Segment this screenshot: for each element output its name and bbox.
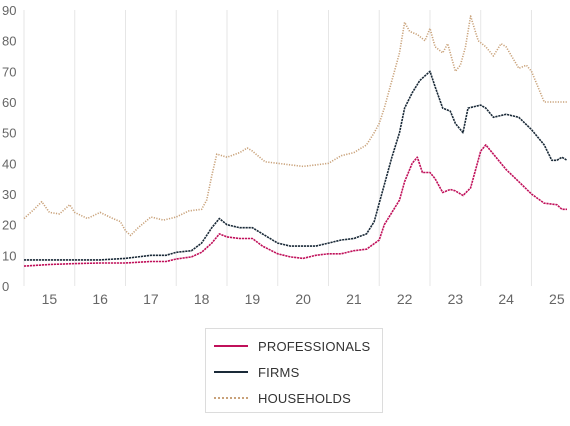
y-tick-label: 30 — [2, 187, 16, 202]
y-tick-label: 60 — [2, 95, 16, 110]
x-tick-label: 22 — [397, 291, 413, 307]
x-tick-label: 25 — [549, 291, 565, 307]
series-line-professionals — [23, 144, 567, 267]
y-tick-label: 20 — [2, 218, 16, 233]
x-tick-label: 16 — [92, 291, 108, 307]
axes: 15 16 17 18 19 20 21 22 23 24 25 0 10 20 30 40 50 60 70 80 9… — [2, 3, 565, 307]
x-tick-label: 19 — [245, 291, 261, 307]
x-tick-label: 24 — [498, 291, 514, 307]
chart-legend: PROFESSIONALS FIRMS HOUSEHOLDS — [205, 328, 383, 413]
series-line-households — [23, 15, 567, 237]
grid-lines — [23, 10, 532, 286]
series-lines — [23, 15, 568, 267]
y-tick-label: 40 — [2, 156, 16, 171]
legend-item-households[interactable]: HOUSEHOLDS — [214, 389, 351, 407]
legend-label-households: HOUSEHOLDS — [258, 390, 352, 406]
legend-swatch-professionals — [214, 345, 248, 347]
x-tick-label: 18 — [194, 291, 210, 307]
y-tick-label: 50 — [2, 126, 16, 141]
legend-label-firms: FIRMS — [258, 364, 300, 380]
y-tick-label: 90 — [2, 3, 16, 18]
legend-label-professionals: PROFESSIONALS — [258, 338, 371, 354]
x-tick-label: 17 — [143, 291, 159, 307]
legend-swatch-firms — [214, 371, 248, 373]
legend-item-firms[interactable]: FIRMS — [214, 363, 299, 381]
series-line-firms — [24, 70, 568, 261]
x-tick-label: 23 — [448, 291, 464, 307]
y-tick-label: 70 — [2, 64, 16, 79]
y-tick-label: 0 — [2, 279, 9, 294]
x-tick-label: 21 — [346, 291, 362, 307]
x-tick-label: 15 — [42, 291, 58, 307]
legend-swatch-households — [214, 397, 248, 399]
y-tick-label: 10 — [2, 248, 16, 263]
x-tick-label: 20 — [295, 291, 311, 307]
y-tick-label: 80 — [2, 34, 16, 49]
legend-item-professionals[interactable]: PROFESSIONALS — [214, 337, 370, 355]
